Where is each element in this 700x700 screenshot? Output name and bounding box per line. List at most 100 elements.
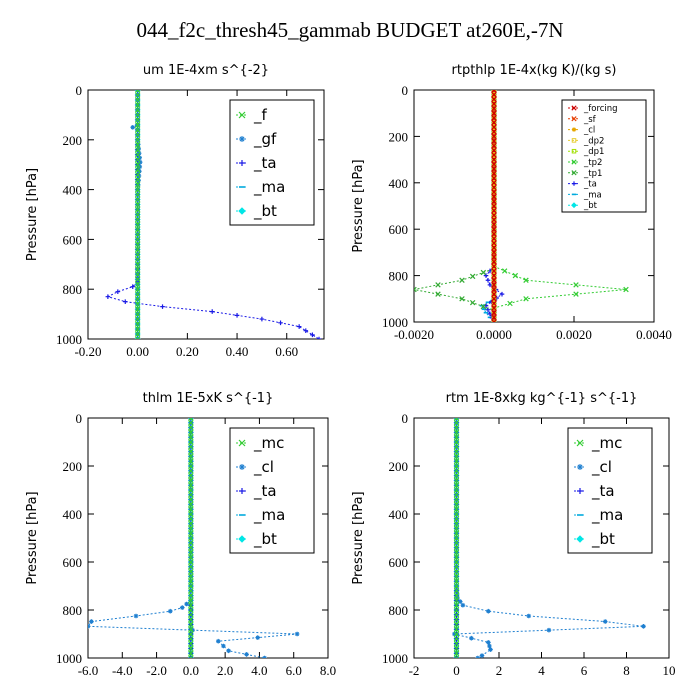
data-point	[188, 487, 194, 493]
x-mark	[188, 602, 194, 608]
x-mark	[134, 122, 141, 128]
data-point	[294, 631, 300, 637]
data-point	[130, 125, 136, 130]
legend-entry: _ta	[574, 482, 615, 501]
x-mark	[134, 102, 141, 108]
x-mark	[134, 326, 141, 332]
star-mark	[179, 605, 185, 610]
x-mark	[188, 472, 194, 479]
data-point	[453, 487, 460, 493]
legend-entry: _dp2	[568, 136, 604, 146]
data-point	[491, 198, 497, 205]
star-mark	[455, 595, 460, 601]
data-point	[134, 97, 141, 103]
data-point	[259, 316, 265, 322]
data-point	[453, 650, 460, 656]
x-mark	[188, 496, 194, 503]
x-mark	[491, 319, 497, 322]
x-mark	[134, 291, 141, 297]
data-point	[134, 137, 141, 143]
x-mark	[453, 458, 460, 464]
legend-marker	[571, 148, 577, 154]
data-point	[491, 161, 497, 167]
data-point	[134, 112, 141, 118]
data-point	[188, 564, 194, 570]
plus-mark	[571, 181, 577, 186]
x-mark	[188, 444, 194, 450]
y-tick-label: 600	[63, 555, 83, 570]
x-mark	[188, 420, 194, 426]
data-point	[134, 246, 141, 253]
data-point	[491, 105, 497, 112]
data-point	[134, 166, 141, 173]
data-point	[491, 249, 497, 256]
data-point	[453, 420, 460, 426]
data-point	[453, 640, 460, 647]
data-point	[316, 336, 322, 339]
data-point	[491, 226, 497, 232]
data-point	[188, 511, 194, 517]
legend-entry: _dp1	[568, 147, 604, 157]
data-point	[188, 640, 194, 647]
x-mark	[480, 269, 487, 276]
data-point	[134, 156, 141, 163]
data-point	[134, 316, 141, 322]
y-tick-label: 200	[389, 129, 409, 144]
data-point	[453, 564, 460, 570]
data-point	[188, 631, 194, 637]
data-point	[491, 254, 497, 260]
data-point	[188, 535, 194, 541]
data-point	[453, 458, 460, 464]
x-mark	[134, 107, 141, 113]
x-mark	[453, 506, 460, 512]
star-mark	[167, 608, 173, 614]
x-mark	[134, 186, 141, 193]
x-mark	[453, 434, 460, 440]
data-point	[130, 284, 136, 290]
plus-mark	[483, 273, 489, 278]
x-mark	[435, 291, 441, 297]
x-mark	[188, 559, 194, 565]
data-point	[133, 613, 139, 619]
data-point	[188, 544, 194, 551]
plus-mark	[485, 307, 491, 313]
x-mark	[453, 588, 460, 594]
data-point	[475, 655, 481, 658]
data-point	[188, 621, 194, 628]
data-point	[491, 314, 497, 321]
plus-mark	[160, 304, 165, 309]
x-mark	[453, 463, 460, 469]
data-point	[491, 300, 497, 307]
data-point	[188, 468, 194, 474]
star-mark	[546, 627, 552, 633]
x-mark	[188, 621, 194, 628]
legend-entry: _forcing	[568, 104, 618, 114]
data-point	[188, 448, 194, 455]
data-point	[134, 321, 141, 327]
legend-label: _ta	[253, 482, 277, 501]
y-tick-label: 0	[402, 83, 409, 98]
x-mark	[491, 91, 497, 98]
x-mark	[134, 266, 141, 273]
data-point	[453, 578, 460, 584]
plus-mark	[259, 316, 265, 322]
plot-frame	[87, 417, 329, 659]
data-point	[188, 516, 194, 522]
data-point	[188, 540, 194, 546]
star-mark	[486, 640, 491, 645]
diamond-mark	[238, 535, 246, 543]
x-mark	[453, 424, 460, 431]
plus-mark	[115, 289, 121, 294]
legend-marker	[571, 159, 577, 165]
x-mark	[134, 156, 141, 163]
x-mark	[507, 300, 513, 307]
data-point	[453, 418, 460, 421]
data-point	[453, 530, 460, 536]
data-point	[134, 132, 141, 138]
x-mark	[134, 256, 141, 263]
data-point	[188, 626, 194, 632]
data-point	[546, 627, 552, 633]
data-point	[491, 166, 497, 172]
y-tick-label: 1000	[382, 651, 408, 666]
legend-marker	[576, 535, 584, 543]
